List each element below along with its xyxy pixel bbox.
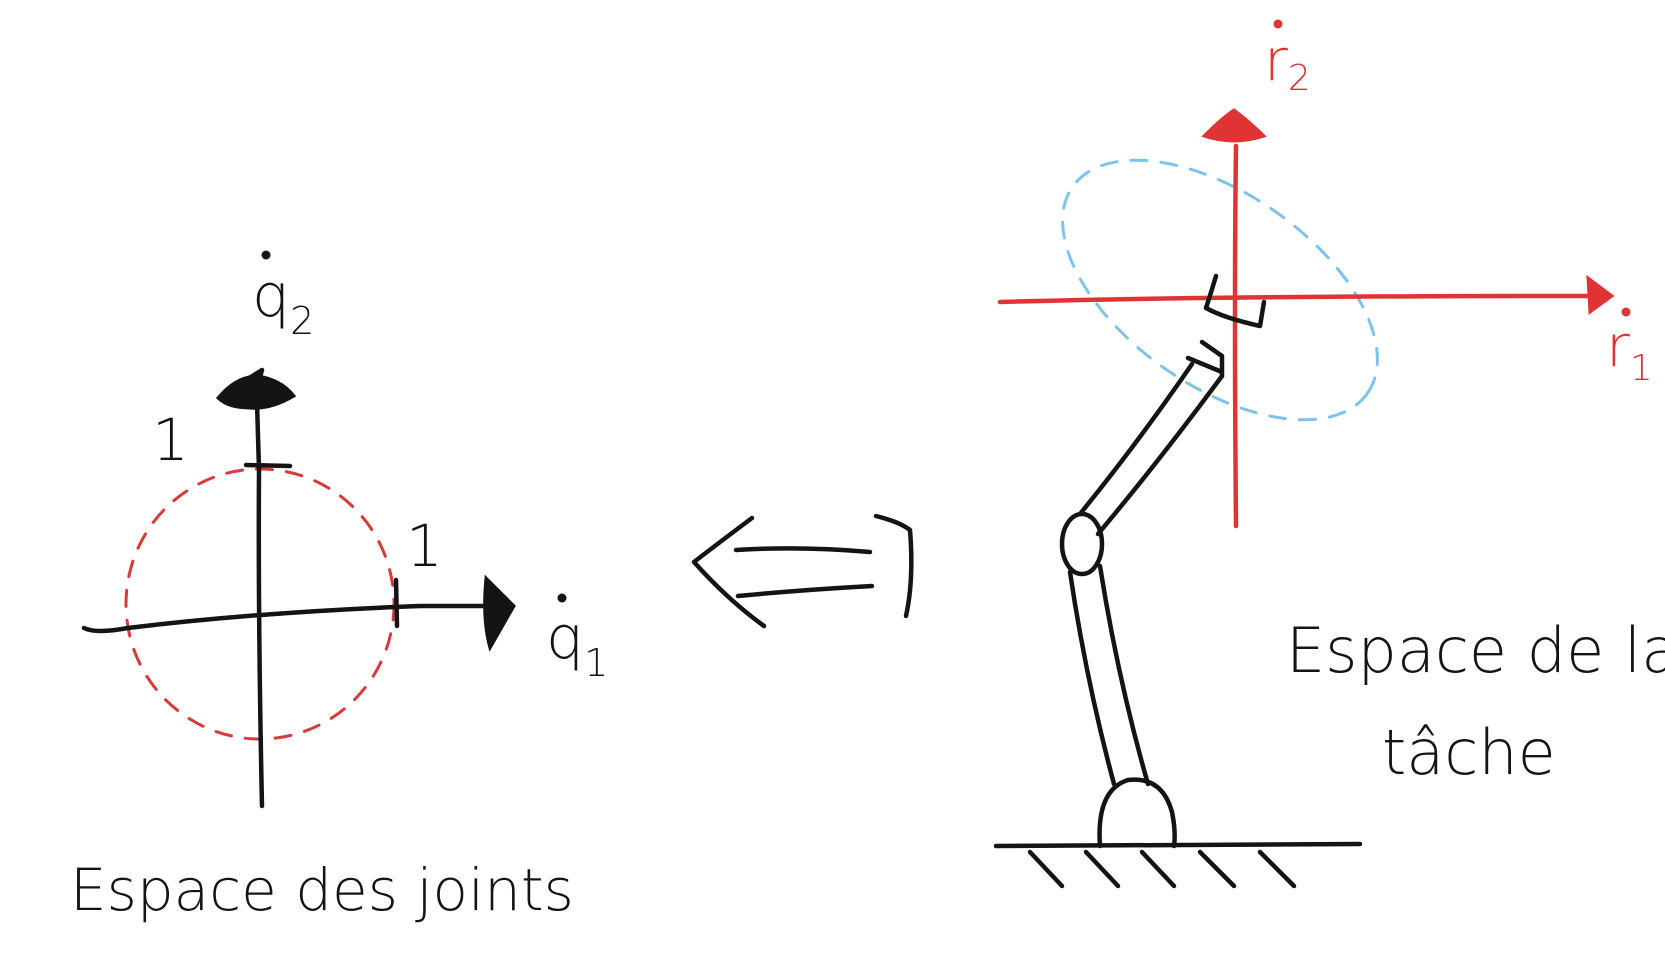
tick-x-label: 1 (406, 512, 443, 580)
task-space-caption-line1: Espace de la (1286, 614, 1665, 687)
arrow-tail-bracket (873, 513, 914, 619)
q2-subscript: 2 (290, 299, 314, 343)
q1-dot (557, 593, 567, 603)
arrow-lower-shaft (735, 583, 875, 599)
upper-link (1077, 361, 1225, 537)
r2-arrowhead (1201, 108, 1267, 143)
r2-label: r2 (1264, 26, 1311, 99)
arrow-upper-shaft (733, 546, 873, 555)
r2-dot (1273, 19, 1283, 29)
manipulability-ellipse (1061, 158, 1379, 422)
q1-arrowhead (483, 574, 516, 652)
joint-space-panel: 1 1 q2 q1 Espace des joints (70, 250, 608, 924)
lower-link (1067, 563, 1151, 787)
task-space-caption-line2: tâche (1382, 716, 1556, 789)
q1-subscript: 1 (584, 641, 608, 685)
q2-letter: q (252, 261, 290, 331)
tick-y-mark (243, 462, 293, 469)
r1-axis-line (997, 293, 1601, 305)
joint-space-caption: Espace des joints (70, 856, 574, 924)
r2-subscript: 2 (1288, 58, 1311, 99)
task-space-panel: r2 r1 Espace de la tâche (993, 19, 1665, 889)
q2-arrowhead-scribble (227, 367, 287, 401)
r1-subscript: 1 (1630, 348, 1653, 389)
gripper (1203, 273, 1267, 329)
wrist (1185, 339, 1225, 379)
ground-line (993, 841, 1363, 849)
q1-label: q1 (546, 603, 608, 685)
r2-axis-line (1232, 143, 1239, 529)
r1-letter: r (1606, 312, 1630, 380)
robot-base (1097, 777, 1177, 849)
mapping-arrow (691, 513, 914, 629)
tick-y-label: 1 (152, 406, 189, 474)
r1-arrowhead (1586, 274, 1615, 315)
arrow-head (691, 515, 767, 629)
q1-axis-line (81, 603, 489, 634)
robot-arm (993, 273, 1363, 889)
r1-label: r1 (1606, 312, 1653, 389)
r2-letter: r (1264, 26, 1288, 94)
q2-label: q2 (252, 261, 314, 343)
tick-x-mark (393, 577, 400, 629)
ground-hatch (1027, 849, 1297, 889)
q1-letter: q (546, 603, 584, 673)
elbow-joint (1059, 511, 1105, 577)
r1-dot (1621, 307, 1631, 317)
q2-axis-line (254, 399, 265, 809)
q2-dot (261, 250, 271, 260)
